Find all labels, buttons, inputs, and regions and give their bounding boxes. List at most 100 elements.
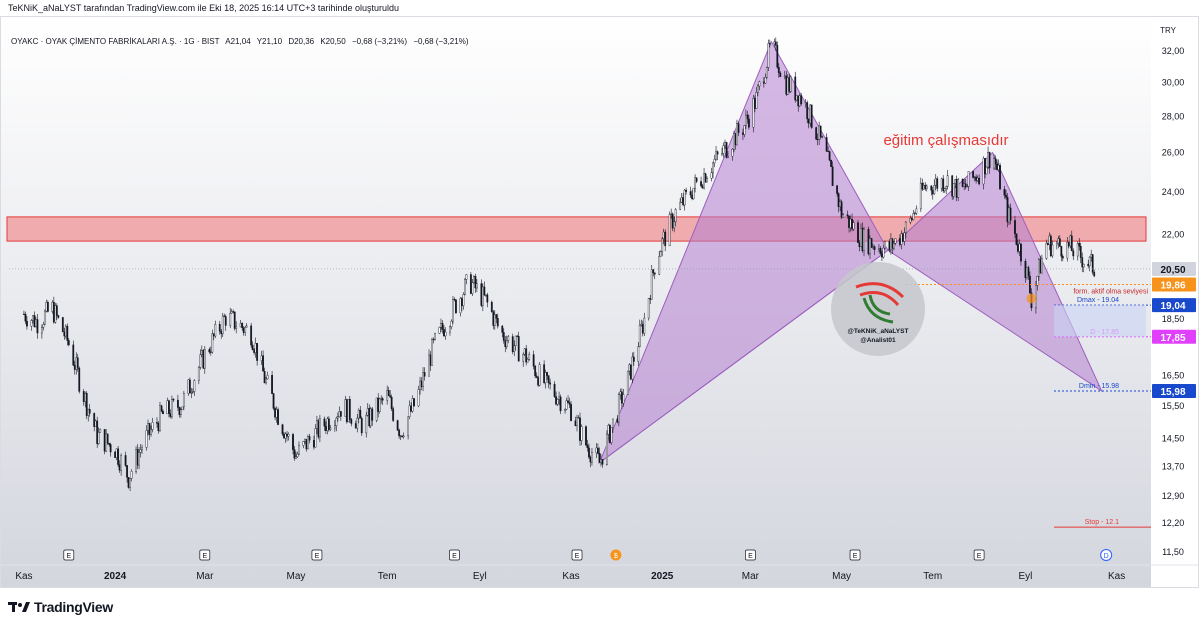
ohlc-change-2: −0,68 (−3,21%) <box>413 37 469 46</box>
symbol-name[interactable]: OYAKC · OYAK ÇİMENTO FABRİKALARI A.Ş. · … <box>11 37 220 46</box>
dividend-marker <box>1100 549 1113 561</box>
candle <box>767 39 770 72</box>
candle <box>1058 235 1061 247</box>
level-price-tag <box>1152 277 1196 292</box>
candle <box>129 478 131 492</box>
candle <box>114 451 117 458</box>
candle <box>413 398 415 407</box>
candle <box>606 430 608 466</box>
candle <box>712 161 714 179</box>
candle <box>402 432 405 439</box>
candle <box>1009 203 1012 225</box>
candle <box>277 407 279 426</box>
candle <box>513 340 516 357</box>
candle <box>327 416 330 432</box>
candle <box>502 328 505 344</box>
candle <box>794 71 797 103</box>
candle <box>632 351 635 366</box>
level-label: Stop - 12.1 <box>1085 519 1119 526</box>
candle <box>978 174 981 186</box>
candle <box>617 392 620 427</box>
event-marker-label: $ <box>614 553 618 560</box>
candle <box>830 159 833 167</box>
candle <box>752 94 755 133</box>
candle <box>725 141 728 159</box>
candle <box>233 311 236 331</box>
candle <box>295 451 297 459</box>
candle <box>417 385 420 408</box>
candle <box>547 375 550 389</box>
candle <box>85 391 88 420</box>
candle <box>455 299 457 314</box>
candle <box>626 370 629 395</box>
candle <box>190 387 193 399</box>
candle <box>952 183 955 200</box>
candle <box>685 187 688 195</box>
candle <box>462 292 465 310</box>
candle <box>622 388 625 407</box>
y-tick-label: 16,50 <box>1162 370 1185 380</box>
candle <box>387 386 390 397</box>
candle <box>72 340 75 366</box>
event-marker-label: E <box>315 553 320 560</box>
candle <box>777 63 780 78</box>
candle <box>1014 215 1016 239</box>
candle <box>464 278 466 296</box>
chart-title: eğitim çalışmasıdır <box>883 132 1008 149</box>
candle <box>946 169 949 190</box>
candle <box>145 425 148 451</box>
candle <box>984 158 986 179</box>
candle <box>434 332 436 341</box>
candle <box>496 313 499 329</box>
candle <box>1078 238 1081 251</box>
candle <box>398 428 401 439</box>
candle <box>1079 242 1082 264</box>
tradingview-footer: TradingView <box>8 597 113 617</box>
event-marker-label: E <box>202 553 207 560</box>
candle <box>481 283 484 312</box>
candle <box>957 178 960 202</box>
candle <box>1070 230 1073 252</box>
candle <box>721 147 723 157</box>
candle <box>647 297 650 321</box>
candle <box>392 406 395 423</box>
level-price-tag-text: 17,85 <box>1160 333 1185 344</box>
candle <box>168 399 170 418</box>
candle <box>901 232 904 243</box>
candle <box>664 229 667 252</box>
candle <box>444 327 447 340</box>
level-label: Dmax - 19.04 <box>1077 297 1119 304</box>
arrow-up-icon <box>862 297 894 324</box>
candle <box>490 300 493 313</box>
candle <box>789 75 792 94</box>
candle <box>867 226 870 256</box>
candle <box>43 309 46 326</box>
candle <box>731 148 734 161</box>
candle <box>124 451 127 468</box>
candle <box>722 142 725 158</box>
candle <box>262 350 265 372</box>
event-marker-label: E <box>66 553 71 560</box>
candle <box>629 364 632 381</box>
candle <box>810 104 813 129</box>
candle <box>567 395 569 404</box>
candle <box>727 151 729 159</box>
candle <box>224 314 227 331</box>
candle <box>525 345 528 366</box>
earnings-marker <box>311 549 323 561</box>
candle <box>199 349 202 370</box>
level-price-tag-text: 15,98 <box>1160 387 1185 398</box>
candle <box>40 324 43 339</box>
candle <box>598 447 601 463</box>
y-tick-label: 22,00 <box>1162 229 1185 239</box>
candle <box>471 278 474 297</box>
candle <box>945 185 948 195</box>
candle <box>1003 185 1006 199</box>
candle <box>611 418 614 433</box>
candle <box>179 407 182 418</box>
candle <box>689 186 692 199</box>
earnings-marker <box>63 549 75 561</box>
candle <box>422 367 424 392</box>
